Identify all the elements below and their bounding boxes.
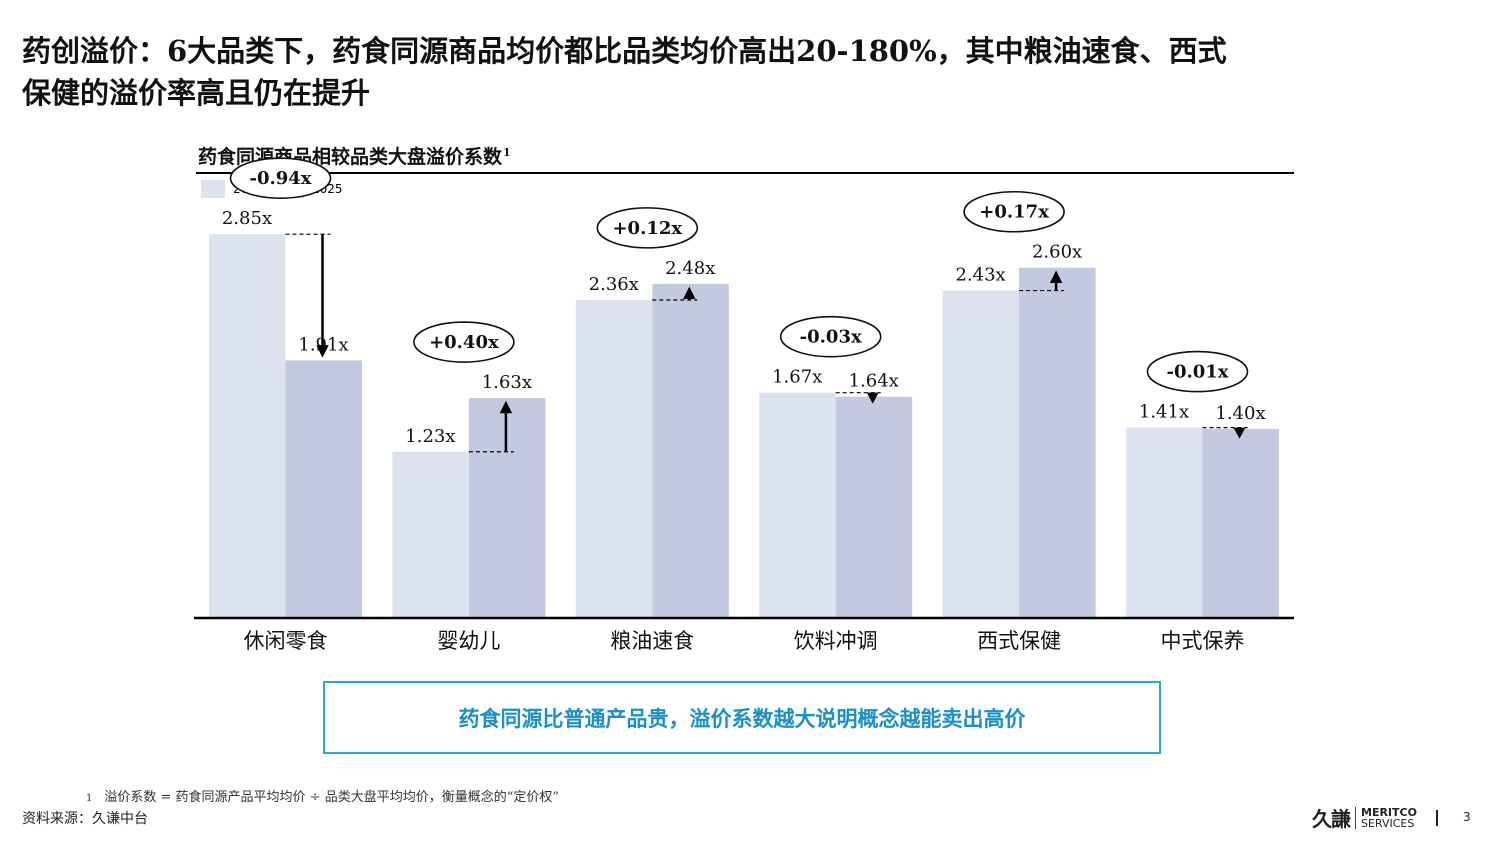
value-label-2023-3: 2.36x [589,274,639,295]
bar-2023-4 [759,392,836,617]
callout-box: 药食同源比普通产品贵，溢价系数越大说明概念越能卖出高价 [323,681,1161,754]
value-label-2023-6: 1.41x [1139,402,1189,423]
meritco-logo: 久謙 MERITCO SERVICES [1312,803,1417,832]
change-label-6: -0.01x [1166,362,1228,383]
bar-2023-6 [1126,427,1203,617]
value-label-2023-2: 1.23x [405,426,455,447]
footnote-text: 溢价系数 = 药食同源产品平均均价 ÷ 品类大盘平均均价，衡量概念的“定价权” [104,790,559,805]
value-label-2025-2: 1.63x [482,372,532,393]
bar-2023-1 [209,234,286,617]
value-label-2025-6: 1.40x [1215,403,1265,424]
bar-2023-5 [942,290,1020,617]
value-label-2023-4: 1.67x [772,367,822,388]
category-label-4: 饮料冲调 [794,629,878,653]
chart-title-footnote-mark: 1 [503,145,511,159]
change-bubble-1 [229,157,332,199]
bar-2023-2 [392,451,469,617]
change-bubble-6 [1146,350,1249,393]
bar-2025-5 [1019,267,1096,617]
change-arrow-4 [866,392,879,404]
change-bubble-2 [413,321,515,363]
page-number-divider [1436,810,1438,826]
logo-english-text: MERITCO SERVICES [1361,807,1417,829]
logo-divider [1355,806,1356,829]
change-arrow-6 [1233,427,1246,439]
callout-text: 药食同源比普通产品贵，溢价系数越大说明概念越能卖出高价 [458,705,1026,731]
source-note: 资料来源：久谦中台 [22,811,148,827]
category-label-1: 休闲零食 [244,629,328,653]
value-label-2023-1: 2.85x [222,208,272,229]
logo-line-1: MERITCO [1361,805,1417,819]
bar-2025-3 [652,283,729,617]
page-number: 3 [1463,810,1471,824]
category-label-3: 粮油速食 [610,629,694,653]
footnote: 1 溢价系数 = 药食同源产品平均均价 ÷ 品类大盘平均均价，衡量概念的“定价权” [86,786,559,805]
chart-title-rule [196,172,1294,174]
category-label-5: 西式保健 [977,629,1061,653]
change-label-5: +0.17x [979,202,1049,223]
change-bubble-5 [963,190,1065,233]
bar-2025-4 [835,396,913,617]
value-label-2025-1: 1.91x [298,334,348,355]
bar-2025-2 [468,398,546,617]
slide-headline: 药创溢价：6大品类下，药食同源商品均价都比品类均价高出20-180%，其中粮油速… [22,30,1422,114]
bar-2025-6 [1202,428,1279,617]
category-label-2: 婴幼儿 [437,629,500,653]
headline-line-1: 药创溢价：6大品类下，药食同源商品均价都比品类均价高出20-180%，其中粮油速… [22,34,1227,68]
value-label-2023-5: 2.43x [955,265,1005,286]
logo-chinese-text: 久謙 [1312,807,1351,831]
change-label-2: +0.40x [429,332,499,353]
category-label-6: 中式保养 [1161,629,1245,653]
change-bubble-4 [779,315,882,358]
change-label-3: +0.12x [612,218,682,239]
bar-2023-3 [575,299,653,617]
logo-line-2: SERVICES [1361,816,1415,830]
value-label-2025-3: 2.48x [665,258,715,279]
change-label-4: -0.03x [800,327,862,348]
bar-2025-1 [285,360,362,617]
headline-line-2: 保健的溢价率高且仍在提升 [22,76,371,110]
value-label-2025-4: 1.64x [849,371,899,392]
change-label-1: -0.94x [249,168,311,189]
value-label-2025-5: 2.60x [1032,242,1082,263]
footnote-mark: 1 [86,793,93,804]
legend-swatch-2023 [201,180,225,198]
change-bubble-3 [596,207,699,249]
